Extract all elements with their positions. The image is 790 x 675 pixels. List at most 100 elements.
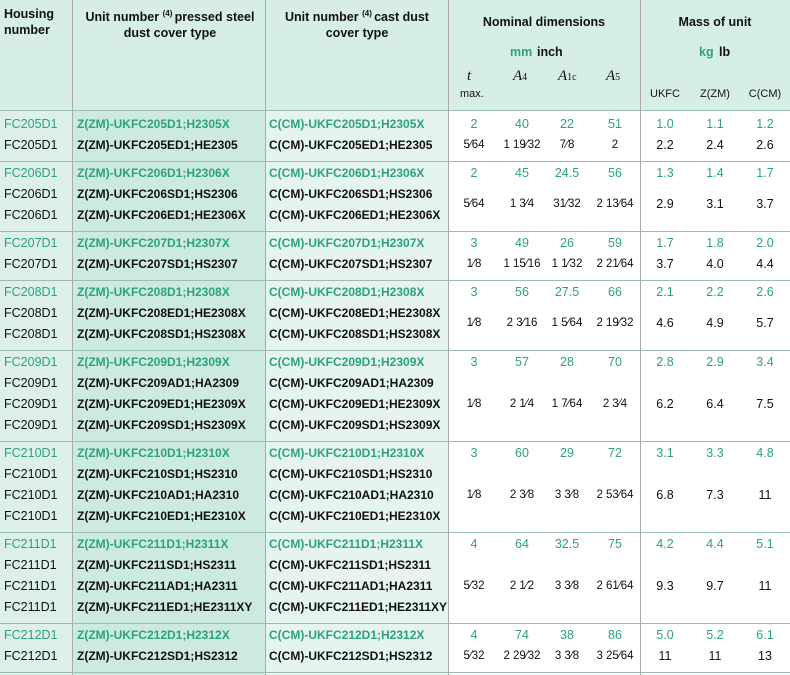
lb-value: 4.9 (706, 316, 724, 330)
kg-value: 2.2 (706, 284, 724, 299)
inch-value: 1 15⁄16 (503, 257, 541, 270)
pressed-unit: Z(ZM)-UKFC209ED1;HE2309X (77, 396, 246, 411)
inch-value: 5⁄64 (463, 198, 485, 210)
cast-unit: C(CM)-UKFC206ED1;HE2306X (269, 207, 441, 222)
cast-col-bg (265, 110, 448, 675)
inch-value: 2 53⁄64 (596, 488, 634, 501)
header-text: pressed steel dust (123, 10, 255, 41)
housing-cell: FC209D1 (4, 396, 58, 411)
mm-value: 64 (515, 536, 529, 551)
mm-value: 72 (608, 445, 622, 460)
housing-cell: FC211D1 (4, 536, 57, 551)
inch-value: 1 19⁄32 (503, 138, 541, 151)
kg-value: 3.1 (656, 445, 674, 460)
mm-value: 74 (515, 627, 529, 642)
mm-value: 49 (515, 235, 529, 250)
cast-unit: C(CM)-UKFC209ED1;HE2309X (269, 396, 441, 411)
kg-value: 1.8 (706, 235, 724, 250)
pressed-unit: Z(ZM)-UKFC208SD1;HS2308X (77, 326, 246, 341)
mm-value: 75 (608, 536, 622, 551)
cast-unit: C(CM)-UKFC210AD1;HA2310 (269, 487, 434, 502)
cast-unit: C(CM)-UKFC205ED1;HE2305 (269, 137, 433, 152)
housing-cell: FC210D1 (4, 466, 58, 481)
mm-value: 57 (515, 354, 529, 369)
pressed-unit: Z(ZM)-UKFC208D1;H2308X (77, 284, 230, 299)
mm-value: 59 (608, 235, 622, 250)
kg-value: 2.8 (656, 354, 674, 369)
lb-value: 4.6 (656, 316, 674, 330)
lb-value: 2.4 (706, 137, 724, 152)
inch-value: 2 21⁄64 (596, 257, 634, 270)
column-line (72, 0, 73, 675)
symbol: A (513, 68, 523, 84)
pressed-unit: Z(ZM)-UKFC205ED1;HE2305 (77, 137, 238, 152)
housing-col-bg (0, 110, 72, 675)
pressed-unit: Z(ZM)-UKFC212D1;H2312X (77, 627, 230, 642)
lb-value: 13 (758, 648, 772, 663)
pressed-unit: Z(ZM)-UKFC210ED1;HE2310X (77, 508, 246, 523)
mm-value: 3 (470, 354, 478, 369)
header-symbol: A4 (513, 68, 527, 86)
header-symbol: A5 (606, 68, 620, 86)
pressed-unit: Z(ZM)-UKFC209D1;H2309X (77, 354, 230, 369)
kg-value: 1.2 (756, 116, 774, 131)
mm-value: 70 (608, 354, 622, 369)
kg-value: 1.7 (656, 235, 674, 250)
lb-value: 2.6 (756, 137, 774, 152)
inch-value: 5⁄32 (463, 649, 485, 662)
housing-cell: FC211D1 (4, 599, 57, 614)
header-mass: Mass of unit (678, 15, 752, 29)
housing-cell: FC212D1 (4, 648, 58, 663)
header-text: Unit number (285, 10, 363, 25)
mm-value: 4 (470, 536, 478, 551)
inch-value: 3 3⁄8 (554, 649, 580, 662)
header-text: Unit number (85, 10, 163, 25)
mm-value: 38 (560, 627, 574, 642)
kg-value: 1.1 (706, 116, 724, 131)
header-t: t (467, 68, 472, 84)
kg-value: 2.9 (706, 354, 724, 369)
housing-cell: FC207D1 (4, 256, 58, 271)
mm-value: 51 (608, 116, 622, 131)
lb-value: 11 (758, 578, 772, 593)
kg-value: 4.2 (656, 536, 674, 551)
pressed-unit: Z(ZM)-UKFC205D1;H2305X (77, 116, 230, 131)
housing-cell: FC208D1 (4, 305, 58, 320)
group-line (0, 161, 790, 162)
cast-unit: C(CM)-UKFC211D1;H2311X (269, 536, 424, 551)
lb-value: 6.8 (656, 487, 674, 502)
pressed-unit: Z(ZM)-UKFC210D1;H2310X (77, 445, 230, 460)
cast-unit: C(CM)-UKFC209SD1;HS2309X (269, 417, 441, 432)
housing-cell: FC210D1 (4, 487, 58, 502)
kg-value: 3.3 (706, 445, 724, 460)
mm-value: 29 (560, 445, 574, 460)
inch-value: 1 1⁄32 (551, 257, 583, 270)
housing-cell: FC206D1 (4, 186, 58, 201)
lb-value: 11 (758, 487, 772, 502)
inch-value: 3 25⁄64 (596, 649, 634, 662)
cast-unit: C(CM)-UKFC211SD1;HS2311 (269, 557, 432, 572)
cast-unit: C(CM)-UKFC210SD1;HS2310 (269, 466, 433, 481)
symbol: A (558, 68, 568, 84)
housing-cell: FC205D1 (4, 116, 58, 131)
cast-unit: C(CM)-UKFC207SD1;HS2307 (269, 256, 433, 271)
kg-value: 1.4 (706, 165, 724, 180)
header-text: cover type (153, 26, 217, 41)
inch-value: 1 5⁄64 (551, 317, 583, 329)
inch-value: 1⁄8 (466, 397, 482, 410)
pressed-unit: Z(ZM)-UKFC209SD1;HS2309X (77, 417, 246, 432)
inch-value: 1 3⁄4 (509, 198, 535, 210)
cast-unit: C(CM)-UKFC212D1;H2312X (269, 627, 425, 642)
mm-value: 40 (515, 116, 529, 131)
mm-value: 32.5 (554, 536, 580, 551)
lb-value: 5.7 (756, 316, 774, 330)
column-line (448, 0, 449, 675)
cast-unit: C(CM)-UKFC208D1;H2308X (269, 284, 425, 299)
pressed-unit: Z(ZM)-UKFC210AD1;HA2310 (77, 487, 240, 502)
inch-value: 2 19⁄32 (596, 317, 634, 329)
mm-value: 24.5 (554, 165, 580, 180)
column-line (265, 0, 266, 675)
cast-unit: C(CM)-UKFC209D1;H2309X (269, 354, 425, 369)
housing-cell: FC209D1 (4, 417, 58, 432)
cast-unit: C(CM)-UKFC211AD1;HA2311 (269, 578, 433, 593)
